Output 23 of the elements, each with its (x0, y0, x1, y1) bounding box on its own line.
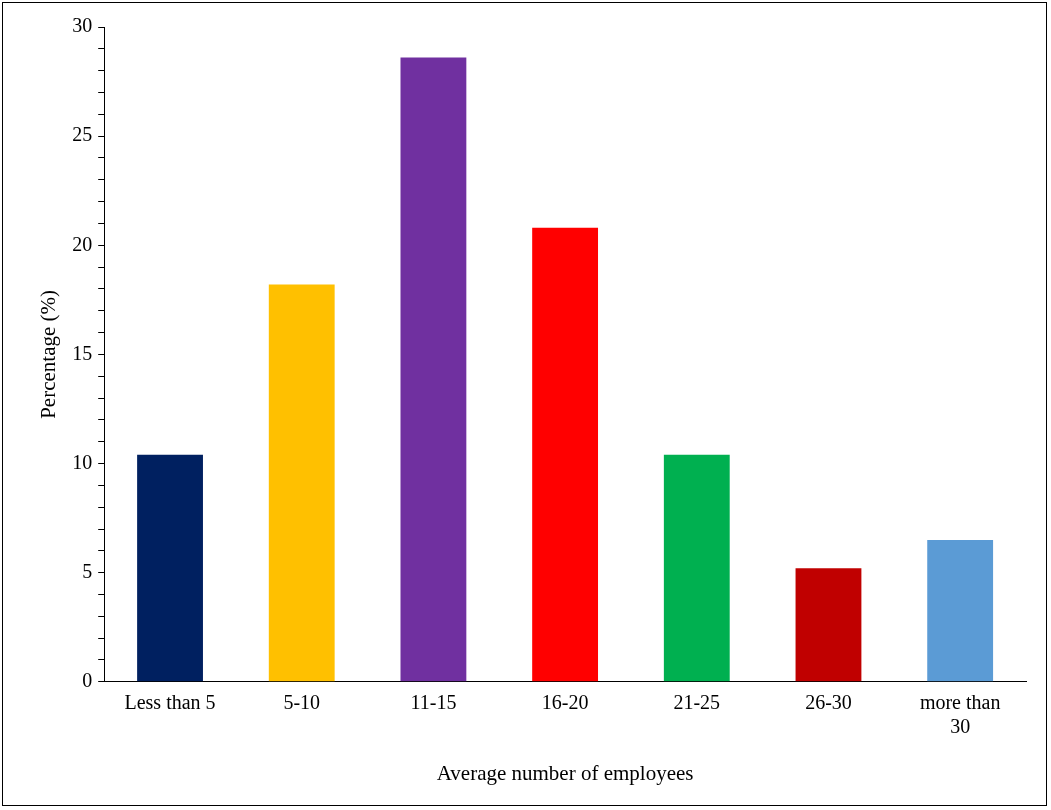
bar (795, 568, 862, 682)
bar (268, 284, 335, 682)
x-axis-title: Average number of employees (436, 760, 694, 785)
y-tick-label: 0 (82, 669, 93, 692)
y-tick-label: 5 (82, 559, 93, 582)
y-tick-label: 25 (72, 123, 93, 146)
y-tick-label: 20 (72, 232, 93, 255)
bar (663, 454, 730, 682)
bar (532, 227, 599, 682)
x-tick-label: 5-10 (283, 691, 321, 714)
x-tick-label: 26-30 (805, 691, 852, 714)
bar (400, 57, 467, 682)
x-tick-label: more than 30 (919, 691, 1001, 738)
x-tick-label: 11-15 (410, 691, 457, 714)
x-tick-label: 21-25 (673, 691, 721, 714)
y-axis-title: Percentage (%) (36, 289, 61, 419)
y-tick-label: 10 (72, 450, 93, 473)
bar (927, 539, 994, 682)
x-tick-label: 16-20 (541, 691, 589, 714)
y-tick-label: 30 (72, 14, 93, 37)
bar (137, 454, 203, 682)
x-tick-label: Less than 5 (124, 691, 216, 714)
y-tick-label: 15 (72, 341, 93, 364)
